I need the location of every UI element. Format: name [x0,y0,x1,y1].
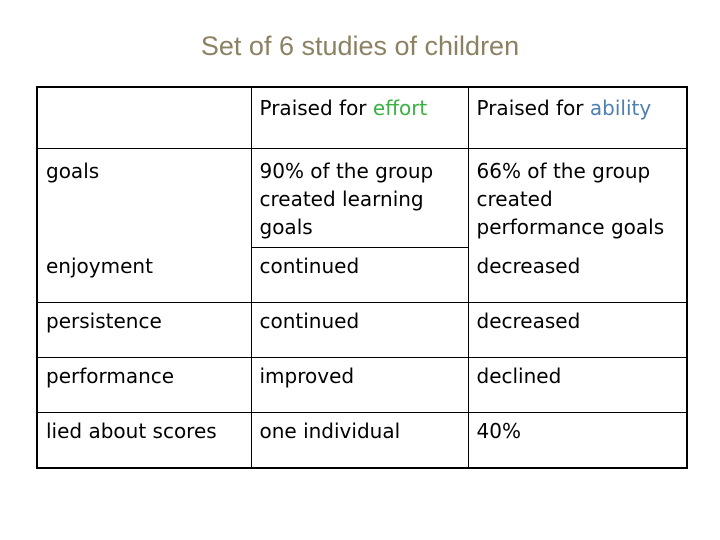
cell-lied-effort: one individual [250,412,469,469]
header-praised-ability: Praised for ability [467,86,688,149]
cell-enjoyment-effort: continued [250,247,469,303]
header-effort-prefix: Praised for [259,96,373,120]
slide-title: Set of 6 studies of children [200,31,520,61]
cell-goals-effort-line: goals [259,215,313,239]
table-row-persistence: persistence continued decreased [36,302,688,358]
studies-table: Praised for effort Praised for ability g… [36,86,688,469]
table-header-row: Praised for effort Praised for ability [36,86,688,149]
effort-keyword: effort [372,96,428,120]
table-row-performance: performance improved declined [36,357,688,413]
table-row-goals: goals 90% of the group created learning … [36,148,688,248]
cell-goals-effort-line: 90% of the group [259,159,434,183]
cell-goals-effort: 90% of the group created learning goals [250,148,469,248]
header-praised-effort: Praised for effort [250,86,469,149]
table-row-enjoyment: enjoyment continued decreased [36,247,688,303]
cell-goals-ability: 66% of the group created performance goa… [467,148,688,248]
row-label-persistence: persistence [36,302,252,358]
table-row-lied-about-scores: lied about scores one individual 40% [36,412,688,469]
cell-goals-effort-line: created learning [259,187,424,211]
cell-persistence-ability: decreased [467,302,688,358]
cell-lied-ability: 40% [467,412,688,469]
row-label-goals: goals [36,148,252,248]
row-label-enjoyment: enjoyment [36,247,252,303]
cell-goals-ability-line: performance goals [476,215,665,239]
cell-goals-ability-line: created [476,187,553,211]
row-label-performance: performance [36,357,252,413]
cell-performance-effort: improved [250,357,469,413]
cell-performance-ability: declined [467,357,688,413]
cell-enjoyment-ability: decreased [467,247,688,303]
header-corner-cell [36,86,252,149]
cell-persistence-effort: continued [250,302,469,358]
cell-goals-ability-line: 66% of the group [476,159,651,183]
ability-keyword: ability [589,96,652,120]
row-label-lied-about-scores: lied about scores [36,412,252,469]
header-ability-prefix: Praised for [476,96,590,120]
